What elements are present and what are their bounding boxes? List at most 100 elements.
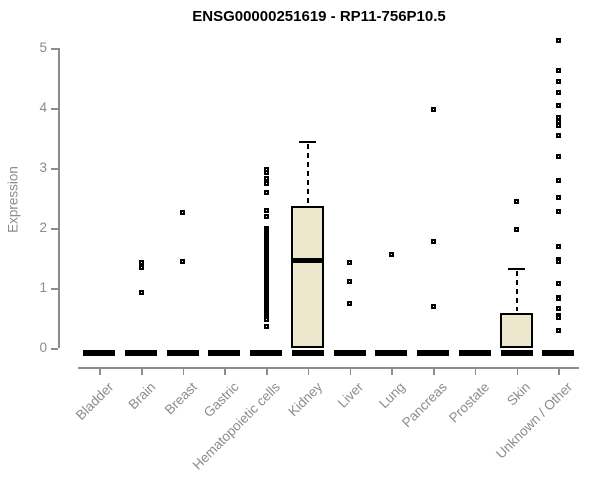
y-tick: [51, 228, 58, 230]
y-tick: [51, 168, 58, 170]
zero-bar: [291, 350, 324, 356]
whisker-cap: [508, 268, 525, 271]
x-tick-label: Liver: [335, 379, 367, 411]
x-tick-label: Pancreas: [399, 379, 450, 431]
outlier-point: [347, 278, 353, 284]
x-tick: [391, 367, 393, 375]
y-axis-line: [58, 48, 60, 348]
outlier-point: [555, 194, 561, 200]
zero-bar: [250, 350, 283, 356]
x-tick-label: Kidney: [285, 379, 325, 420]
y-tick: [51, 288, 58, 290]
y-tick-label: 0: [39, 340, 47, 355]
outlier-point: [347, 260, 353, 266]
y-tick-label: 5: [39, 40, 47, 55]
outlier-point: [263, 175, 269, 181]
outlier-point: [263, 180, 269, 186]
outlier-point: [555, 89, 561, 95]
outlier-point: [555, 68, 561, 74]
outlier-point: [430, 106, 436, 112]
x-tick: [266, 367, 268, 375]
x-tick-label: Unknown / Other: [492, 379, 576, 462]
whisker-cap: [299, 141, 317, 143]
outlier-point: [555, 280, 561, 286]
outlier-point: [263, 189, 269, 195]
x-tick: [516, 367, 518, 375]
box: [500, 313, 533, 348]
outlier-point: [263, 207, 269, 213]
outlier-point: [138, 289, 144, 295]
zero-bar: [125, 350, 158, 356]
outlier-point: [263, 323, 269, 329]
zero-bar: [208, 350, 241, 356]
outlier-point: [430, 303, 436, 309]
whisker-line: [515, 271, 518, 312]
outlier-point: [347, 301, 353, 307]
y-tick-label: 1: [39, 280, 47, 295]
y-axis-label: Expression: [5, 166, 21, 233]
x-tick: [307, 367, 310, 375]
outlier-point: [138, 264, 144, 270]
x-tick-label: Lung: [376, 379, 409, 412]
outlier-point: [180, 209, 186, 215]
zero-bar: [500, 350, 533, 356]
y-tick-label: 2: [39, 220, 47, 235]
x-tick: [433, 367, 435, 375]
x-tick-label: Bladder: [72, 379, 117, 423]
x-tick: [474, 367, 477, 375]
y-tick: [51, 108, 58, 110]
outlier-point: [555, 79, 561, 85]
outlier-point: [555, 103, 561, 109]
x-tick-label: Brain: [125, 379, 158, 413]
x-tick: [224, 367, 226, 375]
x-tick: [349, 367, 352, 375]
x-axis-line: [78, 367, 580, 369]
outlier-point: [388, 251, 394, 257]
outlier-point: [138, 260, 144, 266]
outlier-point: [555, 314, 561, 320]
zero-bar: [458, 350, 491, 356]
box: [291, 206, 325, 348]
outlier-point: [263, 214, 269, 220]
outlier-point: [555, 38, 561, 44]
outlier-point: [263, 317, 269, 323]
x-tick-label: Prostate: [445, 379, 492, 426]
outlier-point: [263, 170, 269, 176]
zero-bar: [83, 350, 116, 356]
outlier-point: [555, 114, 561, 120]
outlier-point: [555, 305, 561, 311]
x-tick-label: Skin: [504, 379, 534, 409]
y-tick: [51, 48, 58, 50]
zero-bar: [417, 350, 450, 356]
x-tick-label: Breast: [161, 379, 200, 418]
zero-bar: [333, 350, 366, 356]
outlier-point: [514, 227, 519, 233]
whisker-line: [306, 144, 309, 205]
dense-points-strip: [263, 226, 269, 321]
outlier-point: [555, 327, 561, 333]
outlier-point: [555, 153, 561, 159]
x-tick: [141, 367, 143, 375]
outlier-point: [555, 296, 561, 302]
outlier-point: [555, 132, 561, 138]
x-tick: [182, 367, 185, 375]
y-tick-label: 3: [39, 160, 47, 175]
outlier-point: [555, 122, 561, 128]
y-tick: [51, 348, 58, 350]
y-tick-label: 4: [39, 100, 47, 115]
zero-bar: [166, 350, 199, 356]
x-tick: [558, 367, 560, 375]
x-tick-label: Gastric: [200, 379, 242, 421]
outlier-point: [514, 198, 519, 204]
outlier-point: [430, 238, 436, 244]
x-tick: [99, 367, 101, 375]
outlier-point: [555, 259, 561, 265]
zero-bar: [375, 350, 408, 356]
median-line: [291, 257, 325, 263]
outlier-point: [180, 258, 186, 264]
outlier-point: [555, 208, 561, 214]
outlier-point: [555, 244, 561, 250]
zero-bar: [542, 350, 575, 356]
chart-title: ENSG00000251619 - RP11-756P10.5: [192, 8, 446, 25]
